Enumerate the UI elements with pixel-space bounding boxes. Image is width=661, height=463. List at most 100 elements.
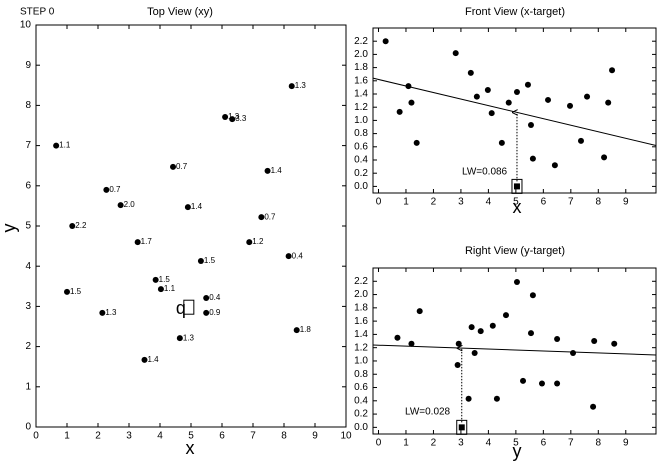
y-tick-label: 1.0 (354, 115, 368, 126)
data-point (611, 340, 618, 347)
x-tick-label: 7 (568, 197, 574, 208)
data-point (396, 108, 403, 115)
query-point (456, 419, 468, 435)
y-tick-label: 1.8 (354, 302, 368, 313)
x-tick-label: 5 (188, 431, 194, 442)
data-point (134, 239, 141, 246)
y-tick-label: 1.4 (354, 329, 368, 340)
x-tick-label: 0 (33, 431, 39, 442)
data-point (229, 116, 236, 123)
data-point (53, 142, 60, 149)
data-point (405, 83, 412, 90)
y-tick-label: 0.6 (354, 141, 368, 152)
data-point (197, 257, 204, 264)
data-point (477, 328, 484, 335)
data-point (170, 163, 177, 170)
point-label: 3.3 (235, 114, 247, 123)
data-point (493, 395, 500, 402)
data-point (416, 308, 423, 315)
point-label: 1.5 (70, 287, 82, 296)
x-tick-label: 2 (95, 431, 101, 442)
data-point (141, 356, 148, 363)
query-point (511, 178, 523, 194)
point-label: 1.5 (159, 275, 171, 284)
point-label: 1.2 (252, 237, 264, 246)
data-point (203, 294, 210, 301)
point-label: 1.5 (204, 256, 216, 265)
y-tick-label: 1.8 (354, 62, 368, 73)
x-tick-label: 8 (596, 197, 602, 208)
y-tick-label: 3 (25, 301, 31, 312)
data-point (246, 239, 253, 246)
y-tick-label: 2.0 (354, 289, 368, 300)
y-tick-label: 1.6 (354, 316, 368, 327)
x-axis-label: x (186, 438, 195, 458)
fit-line (372, 344, 657, 356)
data-point (554, 380, 561, 387)
y-tick-label: 4 (25, 261, 31, 272)
data-point (567, 102, 574, 109)
x-tick-label: 3 (458, 438, 464, 449)
y-tick-label: 1.6 (354, 75, 368, 86)
data-point (609, 67, 616, 74)
x-tick-label: 6 (541, 438, 547, 449)
y-tick-label: 9 (25, 60, 31, 71)
x-tick-label: 3 (126, 431, 132, 442)
data-point (117, 202, 124, 209)
query-point (183, 299, 195, 315)
point-label: 1.4 (148, 355, 160, 364)
data-point (498, 139, 505, 146)
data-point (103, 186, 110, 193)
annotation: LW=0.028 (405, 407, 451, 418)
data-point (524, 81, 531, 88)
annotation: LW=0.086 (462, 167, 508, 178)
x-tick-label: 0 (376, 438, 382, 449)
x-tick-label: 4 (157, 431, 163, 442)
y-tick-label: 0.4 (354, 395, 368, 406)
data-point (527, 122, 534, 129)
data-point (293, 327, 300, 334)
data-point (465, 395, 472, 402)
data-point (605, 99, 612, 106)
point-label: 0.4 (209, 293, 221, 302)
x-tick-label: 8 (596, 438, 602, 449)
data-point (471, 349, 478, 356)
data-point (591, 338, 598, 345)
x-tick-label: 6 (219, 431, 225, 442)
data-point (551, 162, 558, 169)
x-tick-label: 8 (281, 431, 287, 442)
chart-title: Right View (y-target) (465, 245, 565, 257)
point-label: 1.8 (300, 325, 312, 334)
y-tick-label: 10 (20, 20, 32, 31)
data-point (408, 340, 415, 347)
x-tick-label: 4 (486, 197, 492, 208)
data-point (152, 276, 159, 283)
y-tick-label: 6 (25, 180, 31, 191)
y-tick-label: 5 (25, 221, 31, 232)
data-point (545, 96, 552, 103)
y-tick-label: 0.8 (354, 128, 368, 139)
data-point (222, 114, 229, 121)
point-label: 1.1 (59, 141, 71, 150)
point-label: 0.7 (176, 162, 188, 171)
plot-frame (372, 27, 657, 194)
x-tick-label: 2 (431, 438, 437, 449)
y-tick-label: 8 (25, 100, 31, 111)
point-label: 1.4 (271, 166, 283, 175)
data-point (454, 361, 461, 368)
x-tick-label: 0 (376, 197, 382, 208)
x-tick-label: 5 (513, 438, 519, 449)
data-point (601, 154, 608, 161)
y-tick-label: 2.2 (354, 36, 368, 47)
query-point-fill (458, 424, 465, 431)
point-label: 1.4 (191, 202, 203, 211)
data-point (285, 253, 292, 260)
point-label: 0.7 (264, 212, 276, 221)
y-tick-label: 0.8 (354, 369, 368, 380)
data-point (527, 330, 534, 337)
data-point (538, 380, 545, 387)
x-tick-label: 4 (486, 438, 492, 449)
point-label: 1.3 (183, 333, 195, 342)
data-point (288, 83, 295, 90)
